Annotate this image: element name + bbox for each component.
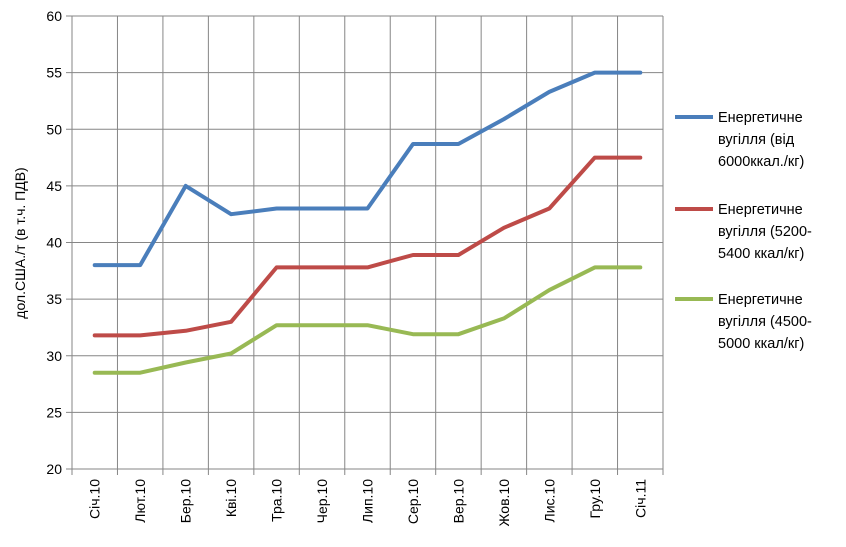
x-tick-label: Сер.10 (405, 479, 421, 524)
x-tick-label: Гру.10 (587, 479, 603, 519)
y-tick-label: 30 (46, 348, 62, 364)
legend-line: 5400 ккал/кг) (718, 246, 804, 262)
series-lines (92, 70, 643, 375)
legend-line: Енергетичне (718, 292, 803, 308)
y-tick-label: 55 (46, 65, 62, 81)
gridlines (72, 15, 664, 469)
y-tick-label: 20 (46, 461, 62, 477)
series-line-1 (92, 70, 643, 268)
x-tick-label: Жов.10 (496, 479, 512, 527)
legend-line: вугілля (4500- (718, 314, 812, 330)
x-tick-label: Лип.10 (360, 479, 376, 523)
x-tick-labels: Січ.10 Лют.10 Бер.10 Кві.10 Тра.10 Чер.10 Лип.… (87, 479, 649, 527)
legend-line: Енергетичне (718, 110, 803, 126)
legend-entry-1: Енергетичне вугілля (від 6000ккал./кг) (718, 110, 804, 170)
series-line-3 (92, 265, 643, 375)
x-tick-label: Січ.10 (87, 479, 103, 519)
x-tick-label: Бер.10 (178, 479, 194, 523)
y-tick-label: 25 (46, 404, 62, 420)
y-tick-label: 50 (46, 121, 62, 137)
x-tick-label: Лют.10 (132, 479, 148, 523)
y-tick-label: 40 (46, 235, 62, 251)
x-tick-label: Кві.10 (223, 479, 239, 517)
legend: Енергетичне вугілля (від 6000ккал./кг)Енер… (675, 110, 812, 352)
legend-line: Енергетичне (718, 202, 803, 218)
y-axis-label: дол.США./т (в т.ч. ПДВ) (12, 167, 28, 318)
y-tick-label: 45 (46, 178, 62, 194)
series-line-2 (92, 155, 643, 338)
legend-line: 5000 ккал/кг) (718, 336, 804, 352)
x-tick-label: Вер.10 (450, 479, 466, 524)
x-tick-label: Лис.10 (541, 479, 557, 523)
y-tick-label: 35 (46, 291, 62, 307)
legend-line: вугілля (від (718, 132, 795, 148)
legend-entry-2: Енергетичне вугілля (5200- 5400 ккал/кг) (718, 202, 812, 262)
legend-entry-3: Енергетичне вугілля (4500- 5000 ккал/кг) (718, 292, 812, 352)
y-tick-label: 60 (46, 8, 62, 24)
axes (66, 15, 664, 475)
x-tick-label: Січ.11 (632, 479, 648, 518)
legend-line: вугілля (5200- (718, 224, 812, 240)
legend-line: 6000ккал./кг) (718, 154, 804, 170)
x-tick-label: Чер.10 (314, 479, 330, 524)
y-tick-labels: 20 25 30 35 40 45 50 55 60 (46, 8, 62, 477)
x-tick-label: Тра.10 (269, 479, 285, 522)
